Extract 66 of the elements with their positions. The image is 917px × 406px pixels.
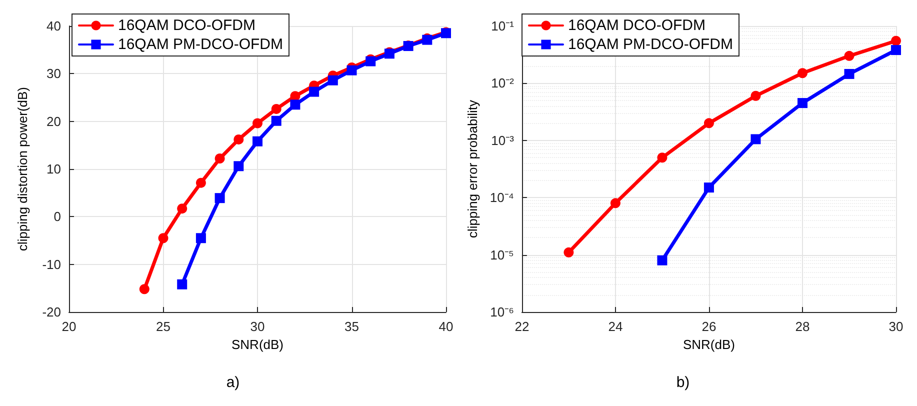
point [704, 118, 714, 128]
y-tick-label: 10⁻³ [491, 132, 515, 148]
point [844, 50, 854, 61]
y-tick-label: 10⁻⁴ [490, 190, 514, 206]
point [290, 91, 300, 102]
point [657, 152, 668, 163]
point [252, 136, 262, 146]
point [891, 45, 901, 56]
y-tick-label: 40 [46, 18, 61, 34]
point [750, 90, 761, 101]
point [196, 233, 206, 244]
point [234, 161, 244, 172]
x-tick-label: 30 [250, 319, 265, 334]
y-tick-label: 0 [54, 209, 61, 224]
y-tick-label: -20 [42, 304, 61, 320]
point [196, 178, 206, 188]
x-tick-label: 22 [514, 319, 530, 334]
point [657, 255, 668, 266]
y-tick-label: 20 [46, 114, 61, 129]
point [610, 198, 620, 208]
x-axis-title: SNR(dB) [682, 337, 735, 352]
text: a) [226, 374, 240, 391]
y-tick-label: 10⁻⁶ [490, 304, 514, 320]
point [346, 65, 357, 76]
point [891, 36, 901, 46]
point [564, 247, 574, 258]
point [271, 116, 282, 126]
point [234, 134, 244, 144]
point [177, 204, 188, 214]
point [290, 100, 300, 110]
x-tick-label: 35 [344, 319, 359, 334]
x-tick-label: 30 [888, 319, 904, 334]
y-axis-title: clipping error probability [465, 99, 480, 238]
x-tick-label: 25 [156, 319, 170, 334]
point [271, 104, 282, 114]
y-tick-label: 10 [46, 162, 61, 176]
x-tick-label: 26 [702, 319, 716, 334]
point [158, 233, 168, 244]
point [309, 86, 320, 97]
legend-label: 16QAM PM-DCO-OFDM [568, 36, 733, 53]
point [797, 98, 808, 108]
y-tick-label: -10 [42, 256, 61, 272]
legend-label: 16QAM DCO-OFDM [568, 17, 706, 34]
point [214, 193, 225, 204]
point [252, 118, 262, 128]
point [704, 182, 714, 193]
x-tick-label: 20 [62, 319, 76, 334]
legend-label: 16QAM DCO-OFDM [118, 17, 256, 34]
point [139, 284, 150, 294]
y-tick-label: 10⁻² [491, 76, 515, 91]
y-axis-title: clipping distortion power(dB) [15, 86, 30, 252]
legend-label: 16QAM PM-DCO-OFDM [118, 36, 283, 53]
x-tick-label: 28 [795, 319, 810, 334]
y-tick-label: 10⁻¹ [491, 18, 515, 34]
y-tick-label: 10⁻⁵ [490, 247, 514, 262]
point [844, 68, 854, 79]
y-tick-label: 30 [46, 66, 61, 82]
x-tick-label: 24 [608, 319, 623, 334]
point [797, 68, 808, 78]
point [750, 134, 761, 144]
x-axis-title: SNR(dB) [231, 337, 284, 352]
point [214, 154, 225, 164]
point [328, 75, 338, 86]
point [177, 279, 188, 290]
x-tick-label: 40 [438, 319, 454, 334]
text: b) [676, 374, 690, 391]
